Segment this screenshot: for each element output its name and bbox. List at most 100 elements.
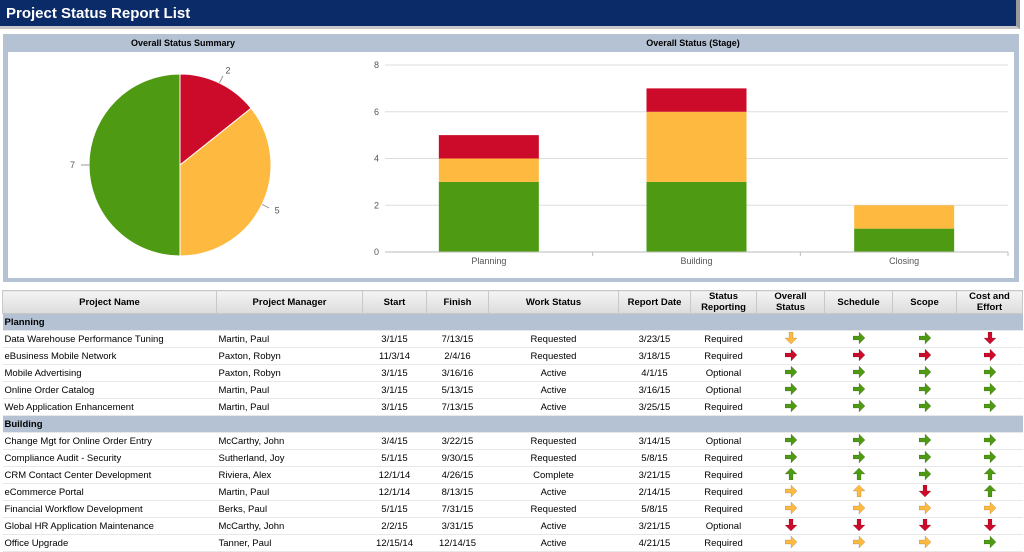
project-row: Data Warehouse Performance Tuning Martin,… [2,330,1023,348]
status-arrow [784,364,797,379]
cell: Online Order Catalog [2,381,217,399]
cell: 2/14/15 [618,483,691,501]
bar-segment [646,181,747,252]
cell: 12/15/14 [362,534,427,552]
status-cell [956,381,1023,399]
status-arrow [784,500,797,515]
status-cell [824,517,893,535]
status-arrow [983,381,996,396]
status-arrow [983,432,996,447]
cell: Complete [488,466,619,484]
cell: 5/1/15 [362,449,427,467]
group-name: Planning [2,313,1023,331]
status-arrow [852,432,865,447]
cell: Required [690,500,757,518]
cell: Active [488,364,619,382]
cell: 3/14/15 [618,432,691,450]
y-tick-label: 6 [374,107,379,117]
column-header: Project Manager [216,290,363,314]
cell: 3/16/15 [618,381,691,399]
group-row: Planning [2,313,1023,331]
chart-title: Overall Status Summary [131,38,235,48]
y-tick-label: 4 [374,154,379,164]
pie-label: 5 [275,206,280,216]
y-tick-label: 8 [374,60,379,70]
status-cell [824,330,893,348]
status-cell [892,381,957,399]
cell: Mobile Advertising [2,364,217,382]
cell: 3/21/15 [618,517,691,535]
cell: Paxton, Robyn [216,347,363,365]
cell: Tanner, Paul [216,534,363,552]
cell: Requested [488,500,619,518]
status-cell [824,449,893,467]
project-row: Web Application Enhancement Martin, Paul 3… [2,398,1023,416]
cell: Compliance Audit - Security [2,449,217,467]
status-arrow [783,331,798,344]
status-arrow [784,449,797,464]
status-cell [824,381,893,399]
status-cell [892,347,957,365]
status-arrow [918,398,931,413]
cell: Active [488,381,619,399]
cell: Berks, Paul [216,500,363,518]
bar-segment [438,181,539,252]
status-arrow [983,500,996,515]
status-cell [956,466,1023,484]
column-header: Start [362,290,427,314]
cell: 7/13/15 [426,330,489,348]
status-arrow [983,398,996,413]
cell: 3/1/15 [362,364,427,382]
x-tick-label: Planning [471,256,506,266]
status-cell [956,534,1023,552]
status-arrow [851,467,866,480]
status-cell [824,534,893,552]
cell: 3/1/15 [362,398,427,416]
cell: 7/13/15 [426,398,489,416]
cell: 5/1/15 [362,500,427,518]
x-tick-label: Closing [889,256,919,266]
cell: 4/26/15 [426,466,489,484]
status-cell [892,534,957,552]
pie-slice [179,73,252,167]
status-cell [824,364,893,382]
title-bar: Project Status Report List [0,0,1020,29]
status-cell [824,500,893,518]
cell: Active [488,398,619,416]
status-arrow [851,518,866,531]
project-row: Global HR Application Maintenance McCarth… [2,517,1023,535]
cell: McCarthy, John [216,517,363,535]
cell: Requested [488,432,619,450]
cell: Data Warehouse Performance Tuning [2,330,217,348]
cell: Optional [690,432,757,450]
status-cell [756,500,825,518]
status-cell [892,500,957,518]
cell: 3/16/16 [426,364,489,382]
cell: 7/31/15 [426,500,489,518]
status-arrow [852,500,865,515]
status-cell [892,398,957,416]
cell: Web Application Enhancement [2,398,217,416]
status-cell [892,449,957,467]
cell: Martin, Paul [216,398,363,416]
cell: 4/1/15 [618,364,691,382]
status-arrow [784,381,797,396]
status-arrow [917,518,932,531]
chart-title: Overall Status (Stage) [646,38,740,48]
project-row: Online Order Catalog Martin, Paul 3/1/15 5/… [2,381,1023,399]
status-cell [956,347,1023,365]
status-arrow [784,347,797,362]
cell: 5/8/15 [618,449,691,467]
cell: 3/18/15 [618,347,691,365]
status-arrow [917,484,932,497]
cell: eBusiness Mobile Network [2,347,217,365]
y-tick-label: 2 [374,200,379,210]
status-cell [892,432,957,450]
cell: CRM Contact Center Development [2,466,217,484]
cell: Martin, Paul [216,483,363,501]
column-header: Scope [892,290,957,314]
project-row: eBusiness Mobile Network Paxton, Robyn 11/… [2,347,1023,365]
cell: Optional [690,381,757,399]
status-cell [756,398,825,416]
column-header: Report Date [618,290,691,314]
